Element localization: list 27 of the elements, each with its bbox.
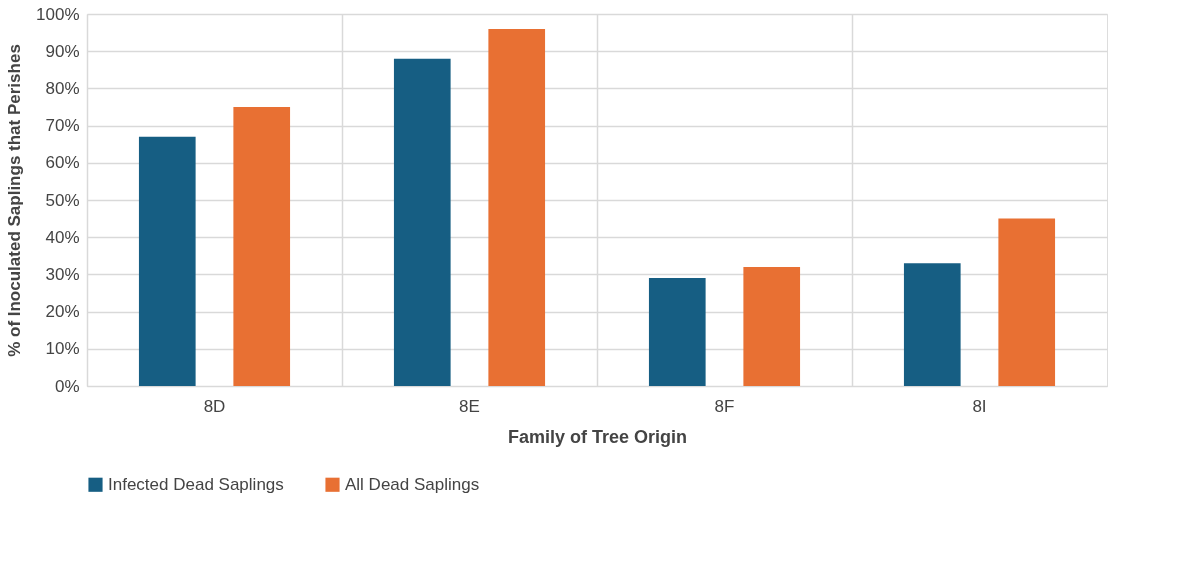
x-tick-label: 8I bbox=[972, 396, 987, 416]
y-tick-label: 90% bbox=[45, 41, 80, 61]
bar bbox=[138, 136, 196, 386]
y-tick-label: 0% bbox=[54, 376, 80, 396]
bar bbox=[648, 278, 706, 386]
x-tick-label: 8D bbox=[203, 396, 226, 416]
y-tick-label: 80% bbox=[45, 78, 80, 98]
bar bbox=[488, 28, 546, 386]
y-tick-label: 70% bbox=[45, 116, 80, 136]
bar bbox=[233, 107, 291, 386]
y-tick-label: 20% bbox=[45, 302, 80, 322]
y-tick-label: 30% bbox=[45, 264, 80, 284]
bar bbox=[743, 266, 801, 386]
legend-label: Infected Dead Saplings bbox=[108, 474, 284, 494]
y-tick-label: 40% bbox=[45, 227, 80, 247]
x-tick-label: 8F bbox=[714, 396, 735, 416]
y-tick-label: 60% bbox=[45, 153, 80, 173]
x-axis-title: Family of Tree Origin bbox=[507, 426, 688, 447]
bar bbox=[393, 58, 451, 386]
y-tick-label: 50% bbox=[45, 190, 80, 210]
bar bbox=[903, 263, 961, 386]
legend-label: All Dead Saplings bbox=[345, 474, 480, 494]
y-tick-label: 100% bbox=[36, 4, 80, 24]
x-tick-label: 8E bbox=[459, 396, 480, 416]
y-tick-label: 10% bbox=[45, 339, 80, 359]
bar bbox=[998, 218, 1056, 386]
y-axis-title: % of Inoculated Saplings that Perishes bbox=[5, 44, 25, 357]
